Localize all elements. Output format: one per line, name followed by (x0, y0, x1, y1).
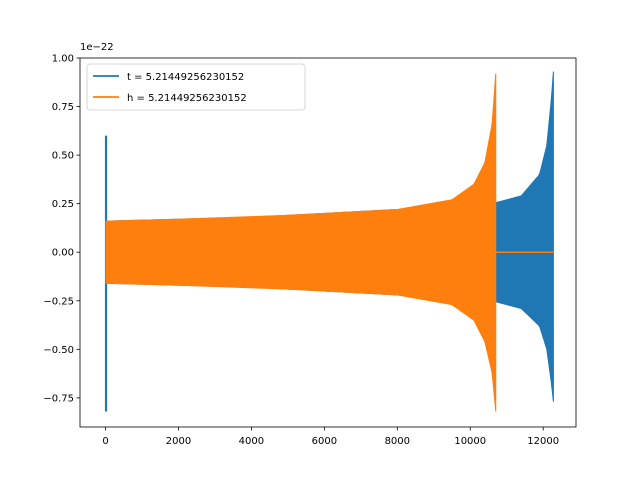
x-tick-label: 10000 (454, 436, 486, 447)
series-2 (105, 73, 554, 412)
y-offset-label: 1e−22 (80, 42, 114, 53)
x-tick-label: 6000 (312, 436, 337, 447)
legend-entry: t = 5.21449256230152 (127, 72, 244, 83)
y-tick-label: 0.00 (52, 248, 74, 259)
y-tick-label: 0.25 (52, 199, 74, 210)
series-band (105, 73, 497, 412)
x-tick-label: 4000 (239, 436, 264, 447)
y-tick-label: 1.00 (52, 54, 74, 65)
axes-frame (79, 57, 577, 428)
legend: t = 5.21449256230152 h = 5.21449256230152 (86, 63, 306, 111)
legend-entry: h = 5.21449256230152 (127, 93, 247, 104)
x-tick-label: 8000 (385, 436, 410, 447)
plot-content (104, 71, 554, 412)
legend-box (86, 63, 306, 111)
y-tick-label: 0.75 (52, 102, 74, 113)
x-tick-label: 0 (102, 436, 108, 447)
y-tick-label: −0.75 (43, 393, 74, 404)
x-tick-label: 12000 (527, 436, 559, 447)
x-tick-label: 2000 (166, 436, 191, 447)
y-tick-label: −0.50 (43, 345, 74, 356)
y-axis: −0.75 −0.50 −0.25 0.00 0.25 0.50 0.75 1.00 (43, 54, 80, 404)
y-tick-label: 0.50 (52, 151, 74, 162)
y-tick-label: −0.25 (43, 296, 74, 307)
x-axis: 0 2000 4000 6000 8000 10000 12000 (102, 427, 559, 447)
